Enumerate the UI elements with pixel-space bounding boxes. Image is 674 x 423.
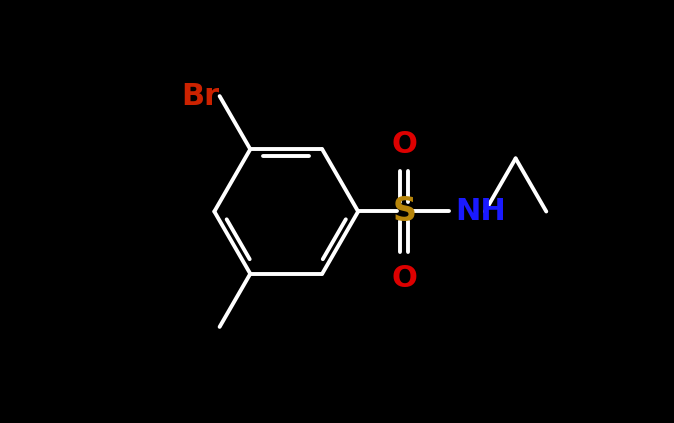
Text: S: S (392, 195, 416, 228)
Text: Br: Br (181, 82, 220, 110)
Text: O: O (391, 129, 417, 159)
Text: NH: NH (456, 197, 506, 226)
Text: O: O (391, 264, 417, 294)
